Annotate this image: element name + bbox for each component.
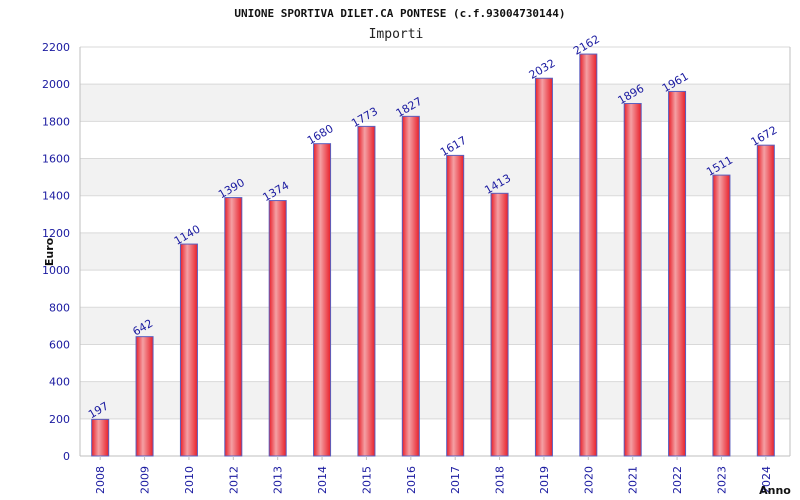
- x-tick-label: 2019: [538, 466, 551, 494]
- x-tick-label: 2018: [494, 466, 507, 494]
- y-tick-label: 200: [49, 413, 70, 426]
- x-tick-label: 2013: [272, 466, 285, 494]
- x-tick-label: 2015: [360, 466, 373, 494]
- x-tick-label: 2024: [760, 466, 773, 494]
- bar: [490, 192, 509, 457]
- bar: [534, 77, 553, 457]
- x-tick-label: 2020: [582, 466, 595, 494]
- y-tick-label: 1600: [42, 153, 70, 166]
- chart-subtitle: Importi: [369, 27, 424, 42]
- x-axis-label: Anno: [759, 484, 791, 497]
- bar: [224, 197, 243, 457]
- y-tick-label: 800: [49, 301, 70, 314]
- x-tick-label: 2014: [316, 466, 329, 494]
- x-tick-label: 2016: [405, 466, 418, 494]
- bar: [135, 336, 154, 457]
- bars: [91, 53, 775, 457]
- bar: [579, 53, 598, 457]
- bar: [268, 200, 287, 457]
- bar: [668, 90, 687, 457]
- x-tick-label: 2022: [671, 466, 684, 494]
- y-tick-label: 1800: [42, 115, 70, 128]
- y-axis-ticks: 0 200 400 600 800 1000 1200 1400 1600 1800 2000 220…: [42, 41, 70, 463]
- y-axis-label: Euro: [43, 237, 56, 266]
- bar: [401, 115, 420, 457]
- bar: [756, 144, 775, 457]
- y-tick-label: 0: [63, 450, 70, 463]
- y-tick-label: 400: [49, 376, 70, 389]
- y-tick-label: 600: [49, 338, 70, 351]
- x-tick-label: 2008: [94, 466, 107, 494]
- x-tick-label: 2023: [715, 466, 728, 494]
- bar: [179, 243, 198, 457]
- bar: [712, 174, 731, 457]
- y-tick-label: 1400: [42, 190, 70, 203]
- x-tick-label: 2012: [227, 466, 240, 494]
- y-tick-label: 1000: [42, 264, 70, 277]
- bar: [446, 154, 465, 457]
- y-tick-label: 1200: [42, 227, 70, 240]
- x-tick-label: 2010: [183, 466, 196, 494]
- bar: [313, 143, 332, 457]
- bar: [91, 418, 110, 457]
- x-tick-label: 2009: [139, 466, 152, 494]
- bar: [623, 103, 642, 457]
- y-tick-label: 2200: [42, 41, 70, 54]
- bar: [357, 125, 376, 457]
- y-tick-label: 2000: [42, 78, 70, 91]
- x-tick-label: 2021: [627, 466, 640, 494]
- chart-title: UNIONE SPORTIVA DILET.CA PONTESE (c.f.93…: [234, 7, 565, 20]
- x-axis-ticks: 2008 2009 2010 2012 2013 2014 2015 2016 2017 2018…: [94, 456, 773, 494]
- x-tick-label: 2017: [449, 466, 462, 494]
